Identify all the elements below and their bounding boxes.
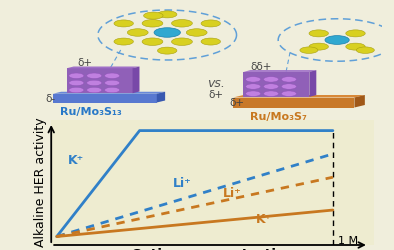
- Polygon shape: [53, 92, 165, 94]
- Circle shape: [264, 84, 279, 89]
- Polygon shape: [233, 98, 355, 108]
- Polygon shape: [243, 72, 309, 97]
- Text: δ-: δ-: [46, 94, 56, 104]
- Circle shape: [201, 20, 221, 27]
- Circle shape: [69, 73, 84, 78]
- Circle shape: [158, 47, 177, 54]
- Text: δ+: δ+: [230, 98, 245, 108]
- Circle shape: [186, 29, 207, 36]
- Circle shape: [309, 30, 329, 37]
- Circle shape: [105, 80, 120, 86]
- Polygon shape: [355, 95, 365, 108]
- Polygon shape: [309, 70, 316, 97]
- Circle shape: [281, 91, 296, 96]
- Circle shape: [281, 77, 296, 82]
- Circle shape: [356, 47, 374, 54]
- Circle shape: [87, 73, 102, 78]
- Circle shape: [201, 38, 221, 45]
- Text: vs.: vs.: [207, 77, 225, 90]
- Circle shape: [69, 80, 84, 86]
- Circle shape: [87, 87, 102, 93]
- Polygon shape: [157, 92, 165, 102]
- Text: K⁺: K⁺: [68, 154, 84, 168]
- Circle shape: [171, 38, 192, 46]
- Text: δ+: δ+: [77, 58, 92, 68]
- Text: δδ+: δδ+: [251, 62, 272, 72]
- Polygon shape: [243, 70, 316, 72]
- Circle shape: [154, 28, 180, 37]
- Text: Li⁺: Li⁺: [223, 187, 241, 200]
- Circle shape: [246, 84, 261, 89]
- Text: Ru/Mo₃S₁₃: Ru/Mo₃S₁₃: [60, 107, 121, 117]
- Circle shape: [142, 38, 163, 46]
- Circle shape: [171, 20, 192, 27]
- Polygon shape: [233, 95, 365, 98]
- Text: K⁺: K⁺: [256, 213, 272, 226]
- Circle shape: [87, 80, 102, 86]
- Text: 1 M: 1 M: [338, 236, 359, 246]
- Circle shape: [325, 36, 349, 44]
- Polygon shape: [67, 66, 139, 68]
- Circle shape: [114, 38, 134, 45]
- Polygon shape: [132, 66, 139, 93]
- Circle shape: [346, 43, 365, 50]
- Circle shape: [127, 29, 148, 36]
- Circle shape: [300, 47, 318, 54]
- Polygon shape: [67, 68, 132, 93]
- Circle shape: [142, 20, 163, 27]
- Text: δ+: δ+: [208, 90, 223, 100]
- Circle shape: [346, 30, 365, 37]
- Text: Li⁺: Li⁺: [173, 177, 191, 190]
- Y-axis label: Alkaline HER activity: Alkaline HER activity: [34, 118, 47, 247]
- Circle shape: [264, 77, 279, 82]
- Circle shape: [281, 84, 296, 89]
- Circle shape: [105, 87, 120, 93]
- Circle shape: [309, 43, 329, 50]
- Text: Ru/Mo₃S₇: Ru/Mo₃S₇: [251, 112, 307, 122]
- Circle shape: [144, 12, 163, 19]
- Circle shape: [246, 77, 261, 82]
- Circle shape: [264, 91, 279, 96]
- Polygon shape: [53, 94, 157, 102]
- Circle shape: [105, 73, 120, 78]
- Circle shape: [158, 11, 177, 18]
- Circle shape: [114, 20, 134, 27]
- X-axis label: Cation concentration: Cation concentration: [130, 248, 295, 250]
- Circle shape: [69, 87, 84, 93]
- Circle shape: [246, 91, 261, 96]
